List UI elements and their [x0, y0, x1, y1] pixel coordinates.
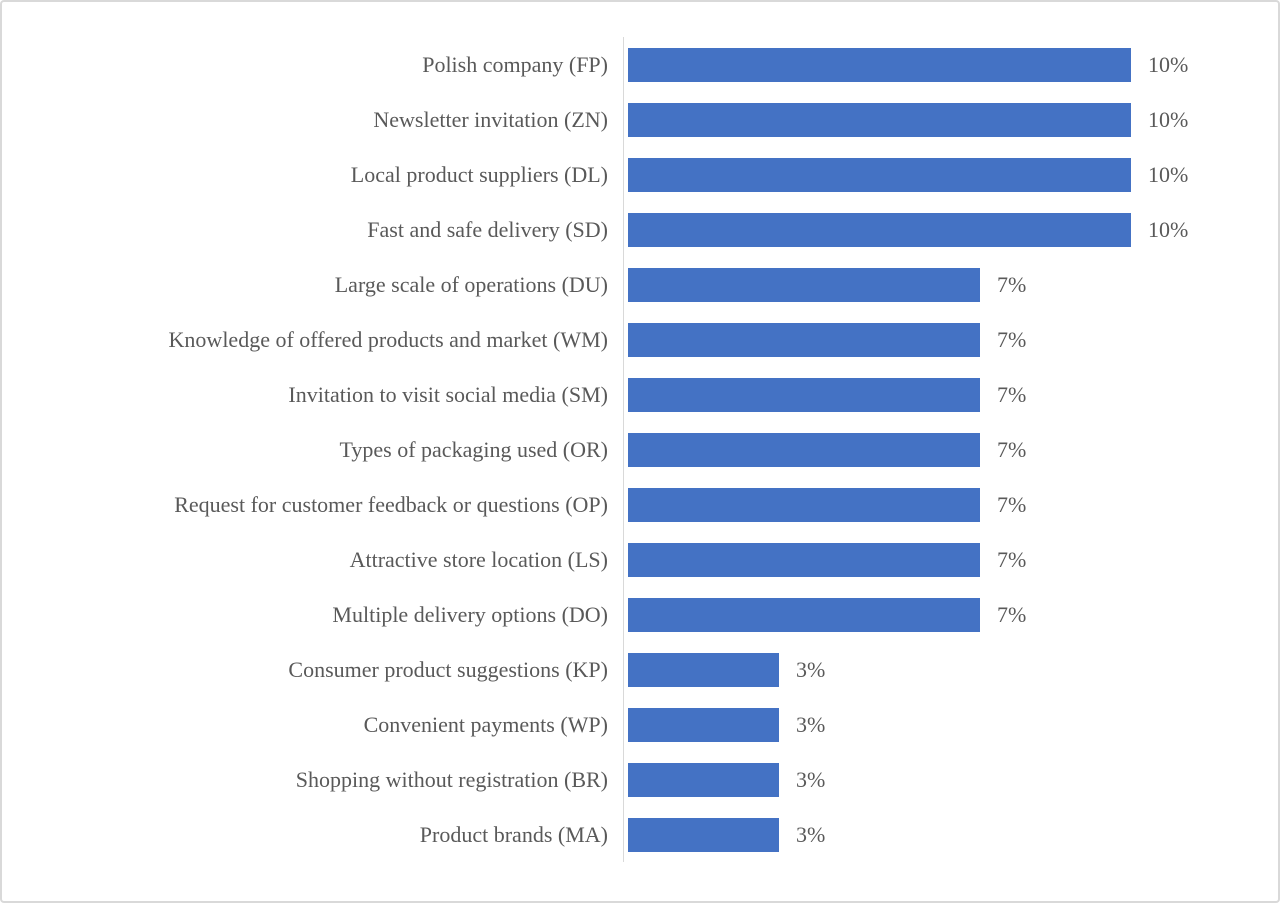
category-label: Shopping without registration (BR)	[295, 766, 608, 792]
value-label: 3%	[796, 656, 826, 682]
chart-row: Newsletter invitation (ZN) 10%	[2, 92, 1278, 147]
category-label: Consumer product suggestions (KP)	[288, 656, 608, 682]
chart-row: Convenient payments (WP) 3%	[2, 697, 1278, 752]
chart-row: Polish company (FP) 10%	[2, 37, 1278, 92]
value-label: 7%	[997, 381, 1027, 407]
bar-zone: 3%	[623, 807, 1278, 862]
bar	[628, 377, 980, 412]
chart-row: Attractive store location (LS) 7%	[2, 532, 1278, 587]
bar	[628, 157, 1131, 192]
chart-row: Knowledge of offered products and market…	[2, 312, 1278, 367]
value-label: 7%	[997, 436, 1027, 462]
bar	[628, 542, 980, 577]
bar	[628, 267, 980, 302]
bar	[628, 652, 779, 687]
value-label: 10%	[1148, 106, 1189, 132]
chart-row: Fast and safe delivery (SD) 10%	[2, 202, 1278, 257]
bar-zone: 7%	[623, 532, 1278, 587]
category-label: Polish company (FP)	[422, 51, 608, 77]
bar	[628, 432, 980, 467]
category-label: Local product suppliers (DL)	[350, 161, 608, 187]
chart-row: Request for customer feedback or questio…	[2, 477, 1278, 532]
value-label: 10%	[1148, 51, 1189, 77]
bar	[628, 707, 779, 742]
bar	[628, 212, 1131, 247]
bar-zone: 7%	[623, 587, 1278, 642]
chart-row: Shopping without registration (BR) 3%	[2, 752, 1278, 807]
category-label: Invitation to visit social media (SM)	[288, 381, 608, 407]
value-label: 7%	[997, 271, 1027, 297]
chart-row: Multiple delivery options (DO) 7%	[2, 587, 1278, 642]
bar-zone: 3%	[623, 752, 1278, 807]
category-label: Product brands (MA)	[419, 821, 608, 847]
category-label: Request for customer feedback or questio…	[174, 491, 608, 517]
value-label: 3%	[796, 711, 826, 737]
value-label: 7%	[997, 326, 1027, 352]
bar	[628, 487, 980, 522]
bar-zone: 3%	[623, 642, 1278, 697]
value-label: 10%	[1148, 161, 1189, 187]
chart-row: Product brands (MA) 3%	[2, 807, 1278, 862]
bar-zone: 7%	[623, 312, 1278, 367]
chart-row: Invitation to visit social media (SM) 7%	[2, 367, 1278, 422]
category-label: Large scale of operations (DU)	[334, 271, 608, 297]
bar-zone: 10%	[623, 37, 1278, 92]
bar-zone: 7%	[623, 477, 1278, 532]
bar	[628, 322, 980, 357]
bar	[628, 47, 1131, 82]
bar-zone: 10%	[623, 92, 1278, 147]
category-label: Newsletter invitation (ZN)	[373, 106, 608, 132]
category-label: Convenient payments (WP)	[363, 711, 608, 737]
chart-row: Types of packaging used (OR) 7%	[2, 422, 1278, 477]
chart-row: Consumer product suggestions (KP) 3%	[2, 642, 1278, 697]
value-label: 7%	[997, 601, 1027, 627]
bar-zone: 7%	[623, 257, 1278, 312]
category-label: Knowledge of offered products and market…	[168, 326, 608, 352]
bar	[628, 817, 779, 852]
value-label: 7%	[997, 491, 1027, 517]
category-label: Attractive store location (LS)	[349, 546, 608, 572]
bar	[628, 597, 980, 632]
value-label: 7%	[997, 546, 1027, 572]
value-label: 3%	[796, 766, 826, 792]
category-label: Fast and safe delivery (SD)	[367, 216, 608, 242]
category-label: Types of packaging used (OR)	[339, 436, 608, 462]
bar-zone: 10%	[623, 147, 1278, 202]
bar-zone: 3%	[623, 697, 1278, 752]
value-label: 3%	[796, 821, 826, 847]
bar-zone: 7%	[623, 367, 1278, 422]
plot-area: Polish company (FP) 10% Newsletter invitat…	[2, 37, 1278, 862]
bar-zone: 7%	[623, 422, 1278, 477]
category-label: Multiple delivery options (DO)	[332, 601, 608, 627]
chart-row: Large scale of operations (DU) 7%	[2, 257, 1278, 312]
chart-row: Local product suppliers (DL) 10%	[2, 147, 1278, 202]
bar-zone: 10%	[623, 202, 1278, 257]
value-label: 10%	[1148, 216, 1189, 242]
bar	[628, 102, 1131, 137]
bar	[628, 762, 779, 797]
